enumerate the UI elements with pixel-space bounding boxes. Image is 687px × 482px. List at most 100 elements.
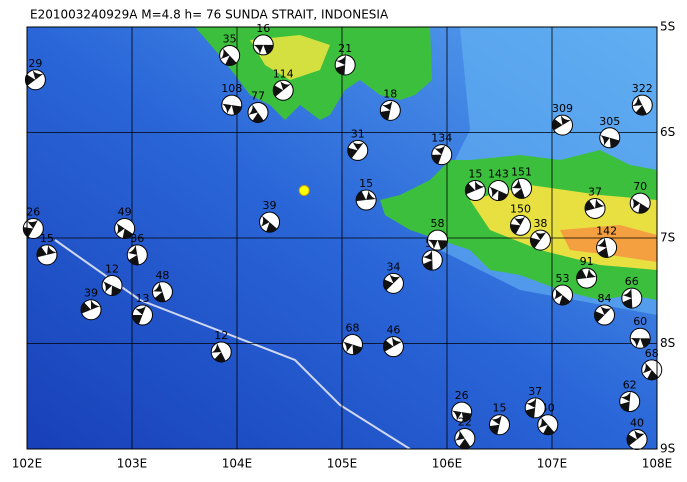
depth-label: 68: [346, 322, 360, 335]
depth-label: 68: [645, 347, 659, 360]
focal-mechanism: [421, 249, 443, 271]
depth-label: 108: [221, 82, 242, 95]
y-tick-label: 6S: [660, 125, 675, 139]
depth-label: 37: [588, 185, 602, 198]
x-tick-label: 106E: [432, 457, 463, 471]
depth-label: 84: [598, 292, 612, 305]
depth-label: 142: [596, 224, 617, 237]
focal-mechanism: [347, 139, 369, 161]
depth-label: 134: [431, 132, 452, 145]
focal-mechanism: [510, 214, 531, 236]
focal-mechanism: [626, 429, 648, 451]
compression: [451, 410, 472, 422]
depth-label: 66: [625, 275, 639, 288]
compression: [627, 429, 645, 446]
focal-mechanism: [489, 414, 510, 436]
depth-label: 12: [214, 329, 228, 342]
compression: [335, 55, 346, 75]
depth-label: 26: [455, 389, 469, 402]
depth-label: 36: [130, 232, 144, 245]
depth-label: 309: [552, 102, 573, 115]
y-tick-label: 9S: [660, 442, 675, 456]
focal-mechanism: [382, 272, 404, 294]
compression: [630, 338, 651, 348]
focal-mechanism: [621, 287, 643, 309]
focal-mechanism: [247, 101, 269, 123]
focal-mechanism: [126, 244, 148, 266]
focal-mechanism: [379, 99, 401, 121]
focal-mechanism: [259, 211, 281, 233]
depth-label: 40: [630, 417, 644, 430]
depth-label: 62: [623, 379, 637, 392]
focal-mechanism: [552, 114, 573, 136]
depth-label: 15: [359, 177, 373, 190]
depth-label: 143: [488, 168, 509, 181]
compression: [600, 135, 620, 148]
focal-mechanism: [487, 180, 509, 202]
focal-mechanism: [454, 427, 476, 449]
focal-mechanism: [151, 281, 173, 303]
depth-label: 16: [256, 22, 270, 35]
depth-label: 70: [633, 180, 647, 193]
compression: [220, 48, 237, 66]
depth-label: 26: [26, 206, 40, 219]
compression: [642, 362, 659, 380]
focal-mechanism: [451, 401, 473, 423]
compression: [132, 305, 147, 325]
focal-mechanism: [355, 189, 377, 211]
focal-mechanism: [629, 327, 651, 349]
compression: [221, 103, 242, 115]
compression: [81, 299, 101, 314]
compression: [253, 44, 274, 55]
focal-mechanism: [464, 180, 486, 202]
depth-label: 151: [511, 165, 532, 178]
compression: [620, 391, 631, 412]
focal-mechanism: [334, 54, 356, 76]
focal-mechanism: [599, 127, 621, 149]
x-tick-label: 105E: [327, 457, 358, 471]
compression: [631, 197, 649, 214]
depth-label: 15: [40, 232, 54, 245]
y-tick-label: 8S: [660, 336, 675, 350]
compression: [25, 70, 44, 86]
y-tick-label: 7S: [660, 231, 675, 245]
compression: [248, 104, 264, 123]
focal-mechanism: [221, 94, 243, 116]
compression: [260, 215, 278, 233]
depth-label: 39: [84, 287, 98, 300]
compression: [383, 336, 403, 352]
depth-label: 29: [28, 57, 42, 70]
compression: [422, 250, 433, 271]
compression: [596, 237, 609, 258]
focal-mechanism: [24, 69, 46, 91]
compression: [632, 96, 647, 116]
focal-mechanism: [114, 218, 136, 240]
compression: [465, 180, 485, 195]
focal-mechanism: [524, 397, 546, 419]
depth-label: 35: [223, 32, 237, 45]
depth-label: 22: [458, 415, 472, 428]
compression: [622, 288, 633, 309]
compression: [102, 281, 122, 296]
focal-mechanism: [594, 304, 615, 326]
focal-mechanism: [80, 299, 102, 321]
compression: [585, 198, 605, 212]
depth-label: 12: [105, 262, 119, 275]
focal-mechanism: [22, 218, 44, 240]
depth-label: 46: [386, 324, 400, 337]
focal-mechanism: [537, 414, 559, 436]
compression: [455, 430, 471, 449]
focal-mechanism: [552, 284, 573, 306]
compression: [127, 245, 139, 265]
map-title: E201003240929A M=4.8 h= 76 SUNDA STRAIT,…: [30, 8, 389, 22]
depth-label: 114: [273, 67, 294, 80]
depth-label: 58: [431, 217, 445, 230]
compression: [347, 141, 364, 159]
focal-mechanism: [596, 236, 618, 258]
focal-mechanism: [431, 144, 453, 166]
depth-label: 49: [118, 206, 132, 219]
depth-label: 39: [263, 199, 277, 212]
x-tick-label: 102E: [12, 457, 43, 471]
